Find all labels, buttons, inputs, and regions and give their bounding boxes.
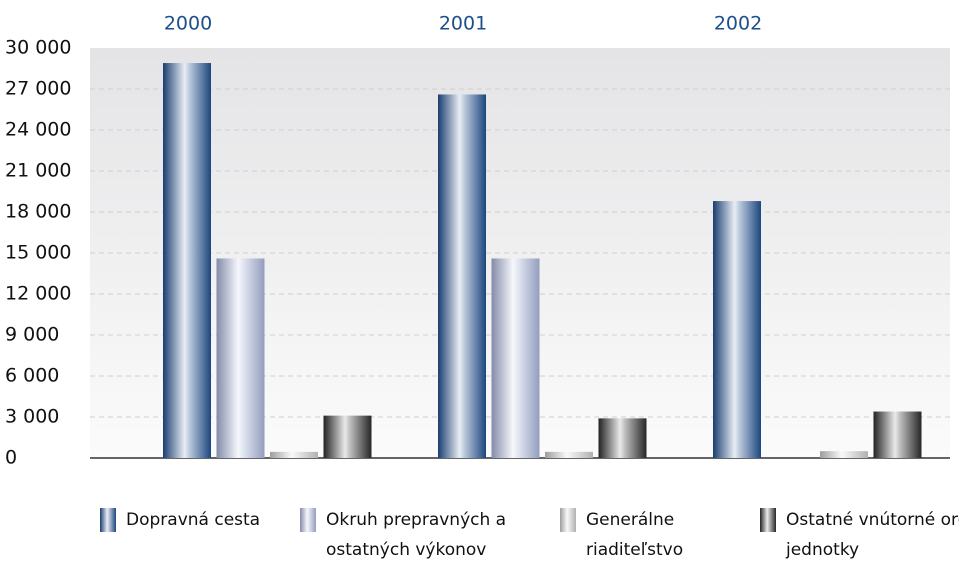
legend-item: Okruh prepravných a ostatných výkonov [300, 505, 516, 565]
legend-label: Dopravná cesta [126, 510, 261, 530]
category-label: 2002 [714, 13, 762, 35]
legend-item: Generálne riaditeľstvo [560, 505, 736, 565]
y-tick-label: 21 000 [5, 160, 71, 182]
legend-swatch [300, 508, 316, 532]
bar [598, 418, 647, 458]
bar [323, 415, 372, 458]
category-label: 2001 [439, 13, 487, 35]
bar [438, 94, 486, 458]
y-tick-label: 3 000 [5, 406, 59, 428]
legend-swatch [760, 508, 776, 532]
legend-item: Dopravná cesta [100, 505, 296, 535]
bar [491, 258, 540, 458]
legend: Dopravná cesta Okruh prepravných a ostatn… [0, 505, 959, 564]
category-label: 2000 [164, 13, 212, 35]
y-tick-label: 30 000 [5, 37, 71, 59]
y-tick-label: 24 000 [5, 119, 71, 141]
bar [270, 451, 318, 458]
y-tick-label: 0 [5, 447, 17, 469]
y-tick-label: 27 000 [5, 78, 71, 100]
legend-swatch [560, 508, 576, 532]
bar [873, 411, 922, 458]
bar [820, 451, 868, 458]
y-tick-label: 18 000 [5, 201, 71, 223]
legend-label: Generálne riaditeľstvo [586, 510, 684, 560]
legend-swatch [100, 508, 116, 532]
legend-item: Ostatné vnútorné org. jednotky [760, 505, 959, 565]
y-tick-label: 9 000 [5, 324, 59, 346]
bar [163, 63, 211, 459]
y-tick-label: 6 000 [5, 365, 59, 387]
legend-label: Ostatné vnútorné org. jednotky [786, 510, 959, 560]
chart: 0 3 000 6 000 9 000 12 000 15 000 18 000 21 000… [5, 13, 950, 469]
y-tick-label: 15 000 [5, 242, 71, 264]
y-tick-label: 12 000 [5, 283, 71, 305]
bar [216, 258, 265, 458]
legend-label: Okruh prepravných a ostatných výkonov [326, 510, 507, 560]
bar [545, 451, 593, 458]
bar [713, 201, 761, 459]
